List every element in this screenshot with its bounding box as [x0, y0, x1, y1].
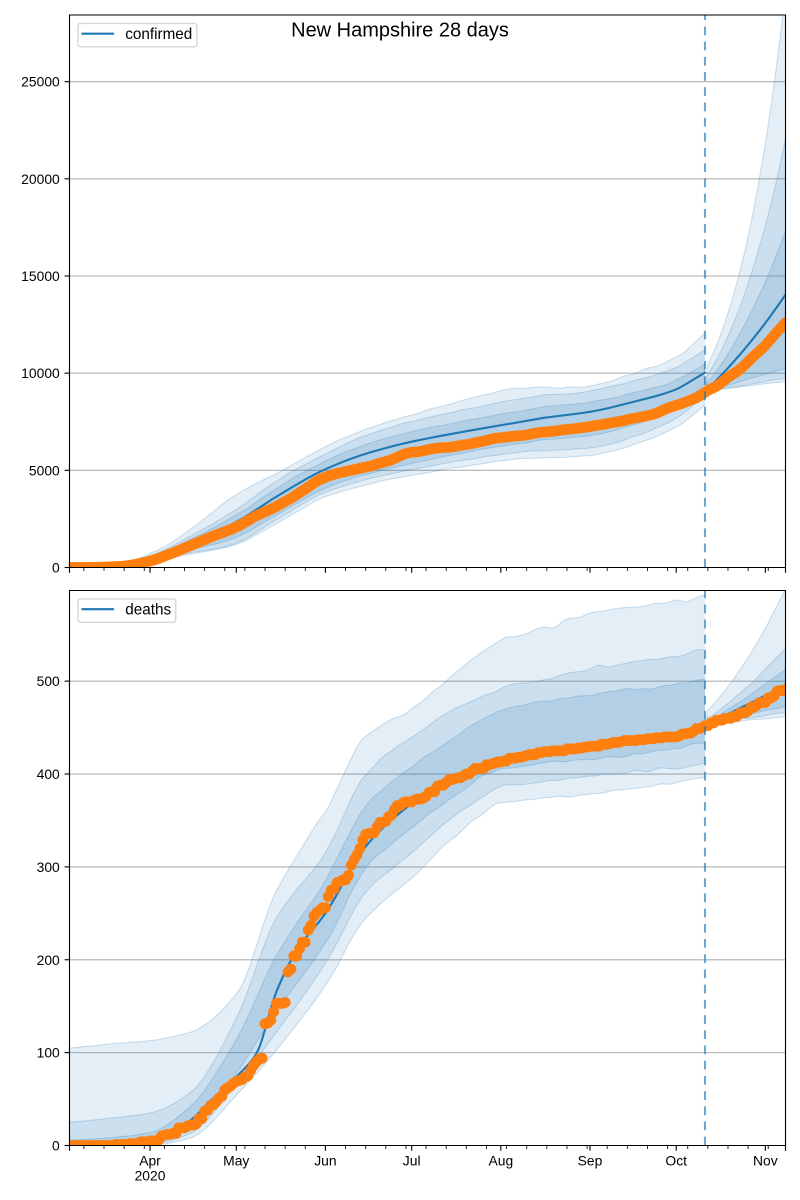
svg-text:200: 200	[37, 952, 60, 968]
svg-text:deaths: deaths	[125, 602, 171, 619]
svg-text:300: 300	[37, 859, 60, 875]
svg-text:100: 100	[37, 1045, 60, 1061]
svg-text:15000: 15000	[21, 268, 60, 284]
svg-text:Sep: Sep	[578, 1153, 603, 1169]
svg-text:20000: 20000	[21, 171, 60, 187]
svg-text:10000: 10000	[21, 365, 60, 381]
svg-text:May: May	[223, 1153, 249, 1169]
svg-text:400: 400	[37, 766, 60, 782]
svg-text:Jul: Jul	[403, 1153, 421, 1169]
svg-text:confirmed: confirmed	[125, 26, 192, 43]
svg-text:500: 500	[37, 673, 60, 689]
svg-text:Oct: Oct	[665, 1153, 687, 1169]
svg-text:0: 0	[52, 1138, 60, 1154]
svg-text:Apr: Apr	[139, 1153, 161, 1169]
svg-text:Nov: Nov	[753, 1153, 778, 1169]
svg-text:25000: 25000	[21, 74, 60, 90]
svg-text:0: 0	[52, 560, 60, 576]
svg-text:5000: 5000	[29, 462, 60, 478]
svg-text:2020: 2020	[135, 1168, 166, 1184]
svg-text:Aug: Aug	[488, 1153, 513, 1169]
svg-text:New Hampshire 28 days: New Hampshire 28 days	[291, 20, 509, 42]
svg-text:Jun: Jun	[314, 1153, 336, 1169]
